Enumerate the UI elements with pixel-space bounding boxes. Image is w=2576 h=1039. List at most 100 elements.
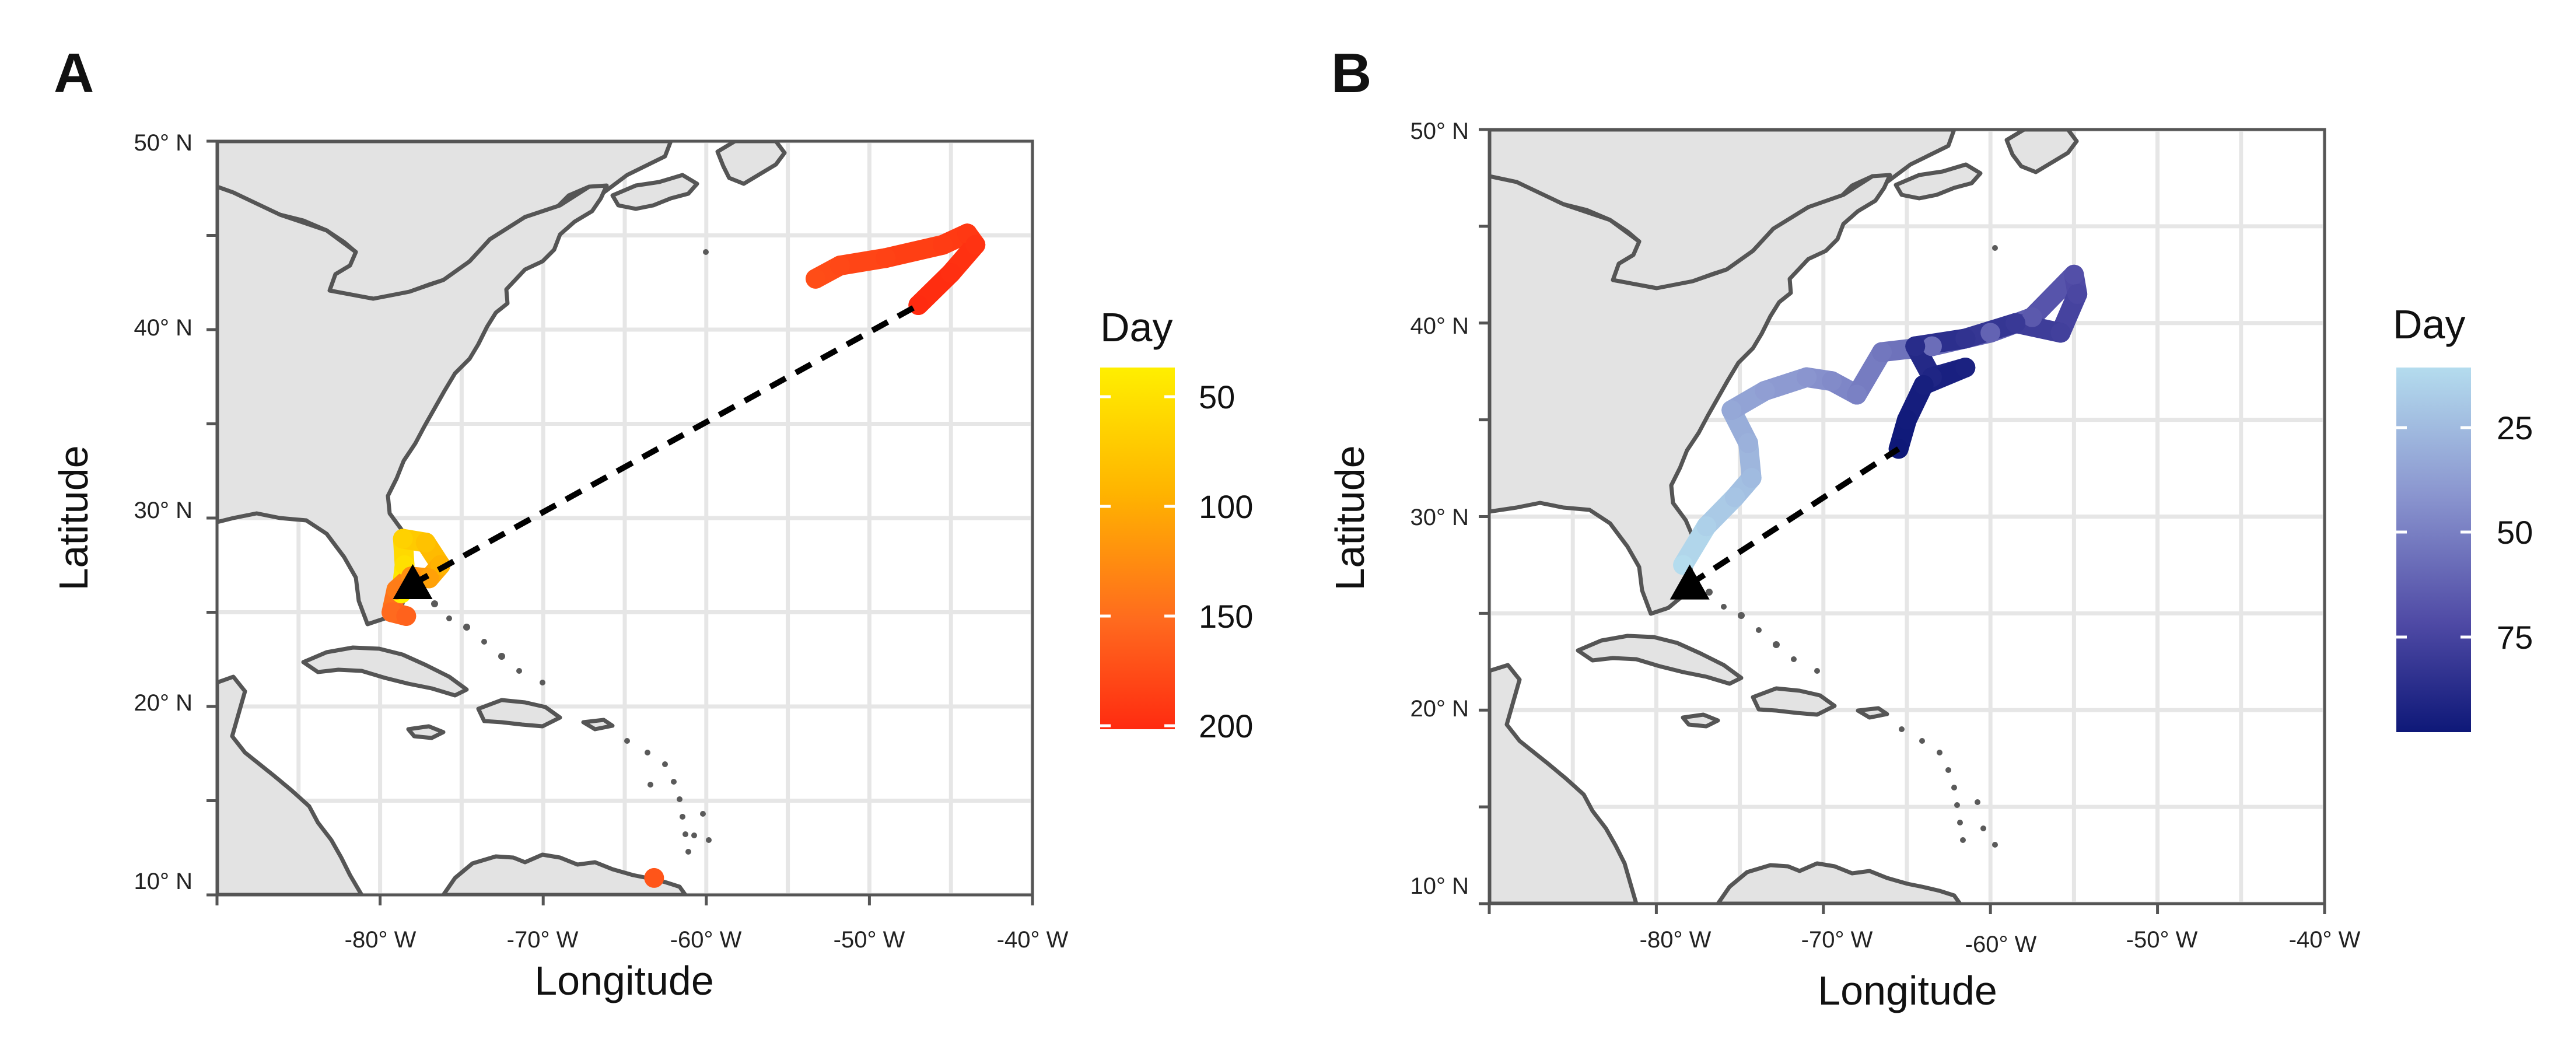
legend-tick-b: 50 bbox=[2497, 514, 2533, 551]
panel-letter-a: A bbox=[54, 42, 94, 104]
land-newfoundland-b bbox=[2004, 130, 2079, 174]
land-hispaniola-a bbox=[476, 698, 562, 729]
turtle-track-a bbox=[382, 223, 986, 888]
svg-text:20° N: 20° N bbox=[1410, 696, 1469, 722]
legend-tick-b: 25 bbox=[2497, 410, 2533, 446]
land-cuba-a bbox=[301, 645, 469, 698]
land-central-america-a bbox=[217, 674, 364, 895]
land-cuba-b bbox=[1576, 634, 1744, 686]
x-axis-title-b: Longitude bbox=[1818, 968, 1997, 1013]
track-point bbox=[1955, 358, 1976, 378]
track-point bbox=[1955, 328, 1976, 349]
release-point-triangle-icon bbox=[1670, 564, 1710, 600]
islands-b bbox=[1706, 245, 1998, 848]
track-point bbox=[1872, 342, 1892, 362]
x-tick-label: -80° W -70° W -60° W -50° W -40° W bbox=[1640, 927, 2361, 957]
svg-text:-40° W: -40° W bbox=[997, 927, 1069, 953]
svg-text:40° N: 40° N bbox=[134, 315, 193, 341]
svg-text:50° N: 50° N bbox=[134, 130, 193, 156]
svg-text:30° N: 30° N bbox=[1410, 505, 1469, 530]
legend-tick-b: 75 bbox=[2497, 619, 2533, 656]
track-point bbox=[393, 529, 413, 549]
track-point bbox=[941, 263, 961, 284]
land-east-coast-b bbox=[1489, 173, 1892, 616]
land-south-america-a bbox=[441, 852, 688, 895]
legend-tick-a: 200 bbox=[1199, 708, 1253, 744]
land-nova-scotia-a bbox=[610, 173, 699, 211]
legend-tick-a: 150 bbox=[1199, 598, 1253, 635]
land-nova-scotia-b bbox=[1894, 162, 1983, 201]
track-point bbox=[430, 555, 451, 575]
track-point bbox=[1913, 375, 1934, 395]
svg-text:10° N: 10° N bbox=[134, 869, 193, 894]
panel-b: B bbox=[1327, 42, 2533, 1013]
track-point bbox=[933, 235, 953, 255]
y-tick-label: 10° N 20° N 30° N 40° N 50° N bbox=[1410, 118, 1469, 899]
track-point bbox=[1980, 323, 2001, 343]
track-point bbox=[2006, 313, 2026, 333]
legend-colorbar-b bbox=[2396, 368, 2471, 732]
svg-text:-50° W: -50° W bbox=[834, 927, 905, 953]
track-point bbox=[2064, 264, 2084, 285]
track-point bbox=[2067, 284, 2088, 304]
y-tick-label: 10° N 20° N 30° N 40° N 50° N bbox=[134, 130, 193, 894]
track-point bbox=[1897, 410, 1917, 430]
svg-text:20° N: 20° N bbox=[134, 690, 193, 716]
land-puerto-rico-b bbox=[1856, 706, 1889, 720]
track-point bbox=[1721, 400, 1742, 421]
track-point bbox=[830, 256, 850, 276]
legend-colorbar-a bbox=[1100, 368, 1175, 729]
track-point bbox=[419, 568, 439, 589]
land-jamaica-b bbox=[1681, 712, 1720, 729]
track-point bbox=[1922, 336, 1942, 356]
svg-text:40° N: 40° N bbox=[1410, 313, 1469, 339]
svg-text:-50° W: -50° W bbox=[2126, 927, 2198, 953]
legend-tick-a: 100 bbox=[1199, 488, 1253, 525]
svg-text:-70° W: -70° W bbox=[1801, 927, 1873, 953]
track-point bbox=[1725, 487, 1745, 508]
panel-a: A bbox=[51, 42, 1253, 1003]
axis-ticks-b: -80° W -70° W -60° W -50° W -40° W 10° N… bbox=[1410, 118, 2361, 957]
map-area-a bbox=[217, 141, 1032, 895]
x-tick-label: -80° W -70° W -60° W -50° W -40° W bbox=[345, 927, 1069, 953]
land-central-america-b bbox=[1489, 663, 1639, 904]
svg-text:-80° W: -80° W bbox=[345, 927, 416, 953]
svg-text:-70° W: -70° W bbox=[507, 927, 579, 953]
land-hispaniola-b bbox=[1751, 686, 1837, 717]
track-point bbox=[1741, 468, 1762, 488]
x-axis-title-a: Longitude bbox=[534, 958, 714, 1003]
track-point bbox=[1755, 380, 1775, 401]
land-newfoundland-a bbox=[715, 141, 787, 186]
turtle-track-b bbox=[1670, 264, 2088, 600]
svg-text:30° N: 30° N bbox=[134, 498, 193, 523]
svg-text:10° N: 10° N bbox=[1410, 873, 1469, 899]
track-point bbox=[396, 606, 416, 626]
release-point-triangle-icon bbox=[393, 564, 433, 600]
track-point bbox=[1905, 336, 1926, 356]
color-legend-b: Day 25 50 75 bbox=[2393, 302, 2533, 732]
land-puerto-rico-a bbox=[581, 718, 615, 732]
displacement-line bbox=[411, 302, 920, 587]
svg-text:-80° W: -80° W bbox=[1640, 927, 1712, 953]
color-legend-a: Day 50 100 150 200 bbox=[1100, 305, 1253, 744]
track-point bbox=[644, 867, 664, 888]
y-axis-title-a: Latitude bbox=[51, 445, 96, 590]
track-point bbox=[1738, 433, 1758, 453]
track-point bbox=[806, 268, 826, 289]
svg-text:-60° W: -60° W bbox=[1965, 932, 2037, 957]
track-point bbox=[1822, 371, 1842, 391]
islands-a bbox=[431, 249, 712, 855]
track-point bbox=[1847, 384, 1867, 405]
panel-letter-b: B bbox=[1331, 42, 1371, 104]
legend-title-a: Day bbox=[1100, 305, 1172, 350]
track-point bbox=[876, 248, 896, 268]
svg-text:50° N: 50° N bbox=[1410, 118, 1469, 144]
land-south-america-b bbox=[1716, 861, 1962, 904]
map-area-b bbox=[1489, 130, 2325, 904]
track-point bbox=[415, 532, 436, 552]
track-point bbox=[965, 235, 986, 255]
legend-tick-a: 50 bbox=[1199, 379, 1235, 415]
y-axis-title-b: Latitude bbox=[1327, 445, 1373, 590]
svg-text:-60° W: -60° W bbox=[670, 927, 742, 953]
